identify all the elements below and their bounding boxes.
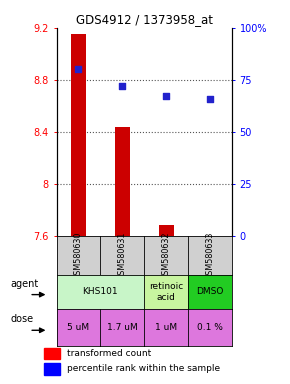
Text: percentile rank within the sample: percentile rank within the sample <box>67 364 220 374</box>
Title: GDS4912 / 1373958_at: GDS4912 / 1373958_at <box>76 13 213 26</box>
Text: GSM580631: GSM580631 <box>118 231 127 280</box>
Bar <box>44 363 60 375</box>
Text: agent: agent <box>10 279 38 289</box>
Text: transformed count: transformed count <box>67 349 151 358</box>
Bar <box>71 34 86 236</box>
Text: GSM580633: GSM580633 <box>206 231 215 280</box>
Text: 1.7 uM: 1.7 uM <box>107 323 138 332</box>
Point <box>164 93 168 99</box>
Text: 5 uM: 5 uM <box>67 323 90 332</box>
Text: GSM580632: GSM580632 <box>162 231 171 280</box>
Text: 0.1 %: 0.1 % <box>197 323 223 332</box>
Point <box>208 96 212 102</box>
Text: DMSO: DMSO <box>196 287 224 296</box>
Text: retinoic
acid: retinoic acid <box>149 282 183 301</box>
Point <box>76 66 81 73</box>
Point <box>120 83 125 89</box>
Bar <box>159 225 174 236</box>
Text: GSM580630: GSM580630 <box>74 231 83 280</box>
Bar <box>44 348 60 359</box>
Text: dose: dose <box>10 314 33 324</box>
Text: 1 uM: 1 uM <box>155 323 177 332</box>
Text: KHS101: KHS101 <box>83 287 118 296</box>
Bar <box>115 127 130 236</box>
